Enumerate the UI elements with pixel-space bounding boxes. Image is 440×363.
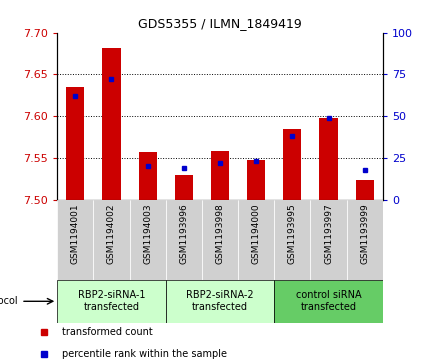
Bar xyxy=(93,200,129,280)
Bar xyxy=(311,200,347,280)
Text: GSM1194000: GSM1194000 xyxy=(252,204,260,264)
Bar xyxy=(166,280,274,323)
Text: GSM1194003: GSM1194003 xyxy=(143,204,152,264)
Bar xyxy=(57,200,93,280)
Text: percentile rank within the sample: percentile rank within the sample xyxy=(62,349,227,359)
Text: RBP2-siRNA-1
transfected: RBP2-siRNA-1 transfected xyxy=(78,290,145,312)
Bar xyxy=(283,129,301,200)
Text: GSM1193997: GSM1193997 xyxy=(324,204,333,264)
Bar xyxy=(103,48,121,200)
Bar xyxy=(211,151,229,200)
Text: GSM1194001: GSM1194001 xyxy=(71,204,80,264)
Bar xyxy=(319,118,337,200)
Text: GSM1194002: GSM1194002 xyxy=(107,204,116,264)
Bar xyxy=(274,200,311,280)
Bar xyxy=(347,200,383,280)
Text: GSM1193998: GSM1193998 xyxy=(216,204,224,264)
Bar xyxy=(175,175,193,200)
Bar xyxy=(57,280,166,323)
Bar xyxy=(66,87,84,200)
Text: GSM1193999: GSM1193999 xyxy=(360,204,369,264)
Text: RBP2-siRNA-2
transfected: RBP2-siRNA-2 transfected xyxy=(186,290,254,312)
Bar xyxy=(139,152,157,200)
Bar xyxy=(274,280,383,323)
Bar xyxy=(202,200,238,280)
Text: GSM1193995: GSM1193995 xyxy=(288,204,297,264)
Text: control siRNA
transfected: control siRNA transfected xyxy=(296,290,361,312)
Bar xyxy=(356,180,374,200)
Bar xyxy=(247,160,265,200)
Text: protocol: protocol xyxy=(0,296,18,306)
Bar xyxy=(166,200,202,280)
Bar xyxy=(129,200,166,280)
Title: GDS5355 / ILMN_1849419: GDS5355 / ILMN_1849419 xyxy=(138,17,302,30)
Text: transformed count: transformed count xyxy=(62,327,152,337)
Text: GSM1193996: GSM1193996 xyxy=(180,204,188,264)
Bar xyxy=(238,200,274,280)
